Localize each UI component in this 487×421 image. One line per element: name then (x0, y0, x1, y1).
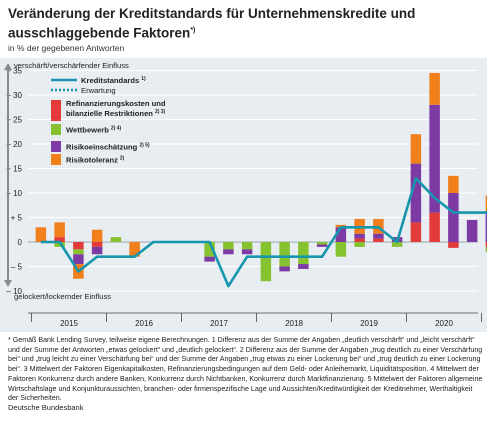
bar (391, 242, 403, 247)
x-tick-label: 2015 (60, 319, 78, 328)
y-tick-label: + 25 (6, 116, 22, 125)
x-tick-label: 2017 (210, 319, 228, 328)
bar (410, 222, 422, 242)
x-tick-label: 2020 (435, 319, 453, 328)
legend-label: Wettbewerb 2) 4) (66, 126, 122, 135)
x-tick-label: 2019 (360, 319, 378, 328)
bar (91, 242, 103, 247)
bar (448, 242, 459, 248)
bar (204, 256, 215, 262)
y-bottom-note: gelockert/lockernder Einfluss (14, 292, 111, 301)
bar (110, 237, 122, 242)
y-tick-label: + 20 (6, 140, 22, 149)
bar (354, 238, 365, 242)
bar (410, 163, 422, 223)
chart-svg: + 35 + 30 + 25 + 20 + 15 + 10 + 5 0 – 5 – 10 2015… (4, 61, 487, 328)
bar (429, 104, 440, 213)
grid-lines (28, 70, 478, 292)
chart-title: Veränderung der Kreditstandards für Unte… (8, 5, 478, 42)
legend-label: Kreditstandards 1) (81, 76, 146, 85)
bar (241, 249, 253, 255)
y-tick-label: 0 (18, 238, 23, 247)
bar (448, 175, 459, 193)
y-tick-label: – 10 (6, 287, 22, 296)
legend-label: Risikotoleranz 2) (66, 156, 125, 165)
legend-swatch-risikotoleranz (51, 154, 61, 165)
bar (485, 242, 487, 247)
legend-label: Erwartung (81, 86, 116, 95)
bar (316, 242, 328, 245)
bar (410, 134, 422, 164)
bar (316, 244, 328, 247)
bar (73, 242, 84, 250)
x-axis: 2015201620172018201920202021 (28, 312, 482, 328)
bar (485, 212, 487, 242)
bar (204, 242, 215, 257)
bar (335, 227, 347, 242)
bar (373, 233, 384, 239)
bar (485, 246, 487, 252)
line-series (40, 177, 487, 288)
bar (354, 233, 365, 239)
legend: Kreditstandards 1)Erwartung Refinanzierung… (51, 76, 166, 165)
bar (91, 246, 103, 255)
bar (429, 212, 440, 242)
legend-label: Risikoeinschätzung 2) 5) (66, 143, 150, 152)
chart-area: + 35 + 30 + 25 + 20 + 15 + 10 + 5 0 – 5 – 10 2015… (0, 58, 487, 332)
source-note: Deutsche Bundesbank (8, 403, 84, 412)
x-tick-label: 2018 (285, 319, 303, 328)
legend-swatch-risikoeinschaetzung (51, 141, 61, 152)
y-tick-label: + 30 (6, 91, 22, 100)
y-tick-labels: + 35 + 30 + 25 + 20 + 15 + 10 + 5 0 – 5 – 10 (6, 67, 22, 297)
chart-title-note: *) (190, 27, 196, 34)
y-top-note: verschärft/verschärfender Einfluss (14, 61, 129, 70)
y-tick-label: + 10 (6, 189, 22, 198)
bar (73, 254, 84, 265)
bar (373, 238, 384, 242)
bar (91, 229, 103, 242)
bar (279, 266, 290, 272)
x-tick-label: 2016 (135, 319, 153, 328)
legend-label: bilanzielle Restriktionen 2) 3) (66, 109, 166, 118)
bar (485, 195, 487, 213)
y-tick-label: – 5 (11, 263, 23, 272)
legend-label: Refinanzierungskosten und (66, 99, 166, 108)
bar (54, 222, 65, 238)
line-kreditstandards (40, 177, 487, 288)
legend-swatch-refinanzierung (51, 100, 61, 121)
bar (279, 242, 290, 267)
chart-title-text: Veränderung der Kreditstandards für Unte… (8, 6, 416, 41)
bar (466, 219, 478, 242)
bar (298, 264, 309, 269)
y-tick-label: + 15 (6, 165, 22, 174)
bar (354, 242, 365, 247)
bar (223, 242, 234, 250)
bar (335, 242, 347, 257)
bar (54, 237, 65, 242)
bar (241, 242, 253, 250)
y-axis-arrows: verschärft/verschärfender Einfluss gelock… (4, 61, 129, 301)
bar (429, 72, 440, 105)
bar (223, 249, 234, 255)
y-arrow-up (4, 63, 12, 70)
y-tick-label: + 35 (6, 67, 22, 76)
bar (260, 242, 272, 282)
y-arrow-down (4, 280, 12, 287)
bar (298, 242, 309, 265)
bar (448, 193, 459, 242)
bar (73, 249, 84, 255)
bar (129, 242, 140, 257)
y-tick-label: + 5 (11, 214, 23, 223)
legend-swatch-wettbewerb (51, 124, 61, 135)
chart-subtitle: in % der gegebenen Antworten (8, 43, 125, 53)
bar (35, 227, 47, 242)
footnote: * Gemäß Bank Lending Survey, teilweise e… (8, 336, 483, 403)
